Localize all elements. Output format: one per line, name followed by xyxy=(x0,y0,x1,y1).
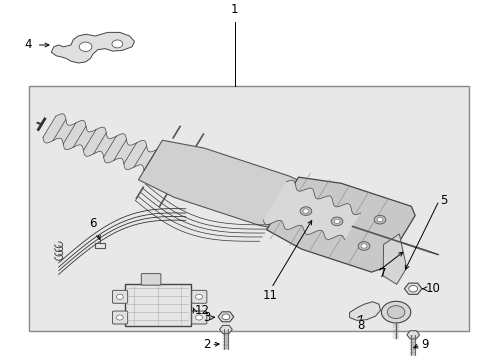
Circle shape xyxy=(116,294,123,300)
Circle shape xyxy=(333,219,339,224)
Circle shape xyxy=(112,40,122,48)
Circle shape xyxy=(116,315,123,320)
Circle shape xyxy=(222,314,229,320)
Circle shape xyxy=(303,209,308,213)
Circle shape xyxy=(330,217,342,226)
FancyBboxPatch shape xyxy=(224,329,227,349)
Text: 11: 11 xyxy=(262,289,277,302)
Circle shape xyxy=(386,306,404,319)
Circle shape xyxy=(376,217,382,222)
Polygon shape xyxy=(266,177,414,272)
Text: 6: 6 xyxy=(89,217,97,230)
Circle shape xyxy=(373,215,385,224)
Polygon shape xyxy=(349,302,380,320)
Circle shape xyxy=(195,294,202,300)
Polygon shape xyxy=(51,32,134,63)
Text: 7: 7 xyxy=(378,267,386,280)
Text: 9: 9 xyxy=(421,338,428,351)
Circle shape xyxy=(360,244,366,248)
Polygon shape xyxy=(219,325,232,333)
Circle shape xyxy=(357,242,369,250)
FancyBboxPatch shape xyxy=(124,284,190,326)
Text: 1: 1 xyxy=(230,3,238,16)
Polygon shape xyxy=(263,180,360,240)
Circle shape xyxy=(79,42,92,51)
Text: 4: 4 xyxy=(24,39,32,51)
Polygon shape xyxy=(404,283,421,294)
Text: 2: 2 xyxy=(203,338,210,351)
Circle shape xyxy=(408,285,417,292)
Text: 3: 3 xyxy=(203,311,210,324)
Circle shape xyxy=(300,207,311,215)
Text: 8: 8 xyxy=(356,319,364,332)
FancyBboxPatch shape xyxy=(29,86,468,331)
Text: 10: 10 xyxy=(425,282,439,295)
Circle shape xyxy=(195,315,202,320)
Polygon shape xyxy=(383,234,406,284)
FancyBboxPatch shape xyxy=(112,311,127,324)
Text: 5: 5 xyxy=(439,194,447,207)
Polygon shape xyxy=(43,114,157,171)
FancyBboxPatch shape xyxy=(191,290,206,303)
Circle shape xyxy=(381,301,410,323)
Text: 12: 12 xyxy=(194,304,209,317)
Polygon shape xyxy=(218,312,233,322)
FancyBboxPatch shape xyxy=(191,311,206,324)
FancyBboxPatch shape xyxy=(112,290,127,303)
FancyBboxPatch shape xyxy=(141,274,161,285)
FancyBboxPatch shape xyxy=(410,335,414,355)
Polygon shape xyxy=(406,331,419,339)
Polygon shape xyxy=(138,140,325,233)
